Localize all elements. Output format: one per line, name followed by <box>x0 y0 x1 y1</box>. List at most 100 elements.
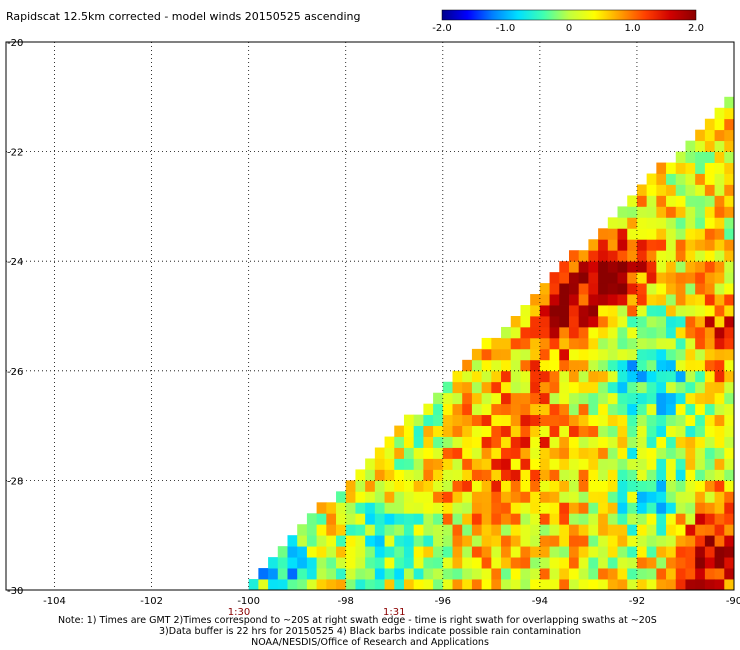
wind-cell <box>704 579 715 590</box>
wind-cell <box>316 579 327 590</box>
wind-cell <box>530 458 541 470</box>
wind-cell <box>646 425 657 437</box>
wind-cell <box>675 316 686 328</box>
wind-cell <box>714 173 725 185</box>
wind-cell <box>413 502 424 514</box>
wind-cell <box>714 557 725 569</box>
wind-cell <box>578 469 589 481</box>
wind-cell <box>627 447 638 459</box>
wind-cell <box>471 458 483 470</box>
wind-cell <box>704 513 715 525</box>
wind-cell <box>656 195 667 207</box>
wind-cell <box>666 480 677 492</box>
wind-cell <box>714 140 725 152</box>
wind-cell <box>481 568 492 580</box>
lat-lon-grid <box>6 42 734 590</box>
wind-cell <box>675 337 686 350</box>
wind-cell <box>559 392 570 405</box>
wind-cell <box>646 195 657 207</box>
wind-cell <box>598 294 609 306</box>
wind-cell <box>539 359 550 372</box>
wind-cell <box>714 261 725 273</box>
wind-cell <box>365 513 376 525</box>
wind-cell <box>714 206 725 218</box>
wind-cell <box>510 425 521 437</box>
wind-cell <box>714 392 725 405</box>
wind-cell <box>326 513 337 525</box>
wind-cell <box>374 546 385 558</box>
wind-cell <box>374 447 385 459</box>
wind-cell <box>501 436 512 448</box>
wind-cell <box>423 447 434 459</box>
wind-cell <box>471 524 483 536</box>
wind-cell <box>617 206 628 218</box>
wind-cell <box>268 557 279 569</box>
wind-cell <box>365 469 376 481</box>
wind-cell <box>530 425 541 437</box>
wind-cell <box>384 469 395 481</box>
wind-cell <box>704 502 715 514</box>
wind-cell <box>646 217 657 229</box>
wind-cell <box>704 261 715 273</box>
wind-cell <box>394 557 405 569</box>
wind-cell <box>568 294 580 306</box>
wind-cell <box>695 502 706 514</box>
wind-cell <box>481 535 492 547</box>
wind-cell <box>598 579 609 590</box>
wind-cell <box>617 568 628 580</box>
wind-cell <box>452 370 463 383</box>
wind-cell <box>462 392 473 405</box>
wind-cell <box>656 491 667 503</box>
wind-cell <box>510 568 521 580</box>
wind-cell <box>675 326 686 339</box>
wind-cell <box>646 228 657 240</box>
wind-cell <box>617 305 628 317</box>
wind-cell <box>559 425 570 437</box>
wind-cell <box>491 557 502 569</box>
wind-cell <box>491 414 502 426</box>
wind-cell <box>433 447 444 459</box>
wind-cell <box>539 491 550 503</box>
wind-cell <box>607 283 618 295</box>
wind-cell <box>471 579 483 590</box>
wind-cell <box>588 535 599 547</box>
wind-cell <box>549 579 560 590</box>
wind-cell <box>355 568 366 580</box>
wind-cell <box>695 469 706 481</box>
wind-cell <box>491 568 502 580</box>
wind-cell <box>297 557 308 569</box>
wind-cell <box>704 305 715 317</box>
wind-cell <box>578 535 589 547</box>
wind-cell <box>666 370 677 383</box>
wind-cell <box>423 469 434 481</box>
wind-cell <box>501 513 512 525</box>
wind-cell <box>549 294 560 306</box>
wind-cell <box>549 403 560 416</box>
wind-cell <box>355 524 366 536</box>
wind-cell <box>355 480 366 492</box>
wind-cell <box>452 381 463 394</box>
wind-cell <box>656 579 667 590</box>
wind-cell <box>646 579 657 590</box>
wind-cell <box>530 579 541 590</box>
wind-cell <box>685 513 696 525</box>
wind-cell <box>510 502 521 514</box>
wind-cell <box>607 392 618 405</box>
longitude-label: -98 <box>338 596 354 607</box>
wind-cell <box>365 458 376 470</box>
wind-cell <box>568 381 580 394</box>
wind-cell <box>501 579 512 590</box>
wind-cell <box>549 316 560 328</box>
wind-cell <box>568 370 580 383</box>
wind-cell <box>714 502 725 514</box>
swath-time-label: 1:31 <box>383 607 405 618</box>
wind-cell <box>588 469 599 481</box>
wind-cell <box>539 425 550 437</box>
wind-cell <box>646 316 657 328</box>
wind-cell <box>452 524 463 536</box>
wind-cell <box>501 348 512 361</box>
wind-cell <box>617 261 628 273</box>
wind-cell <box>666 272 677 284</box>
wind-cell <box>646 348 657 361</box>
wind-cell <box>539 294 550 306</box>
